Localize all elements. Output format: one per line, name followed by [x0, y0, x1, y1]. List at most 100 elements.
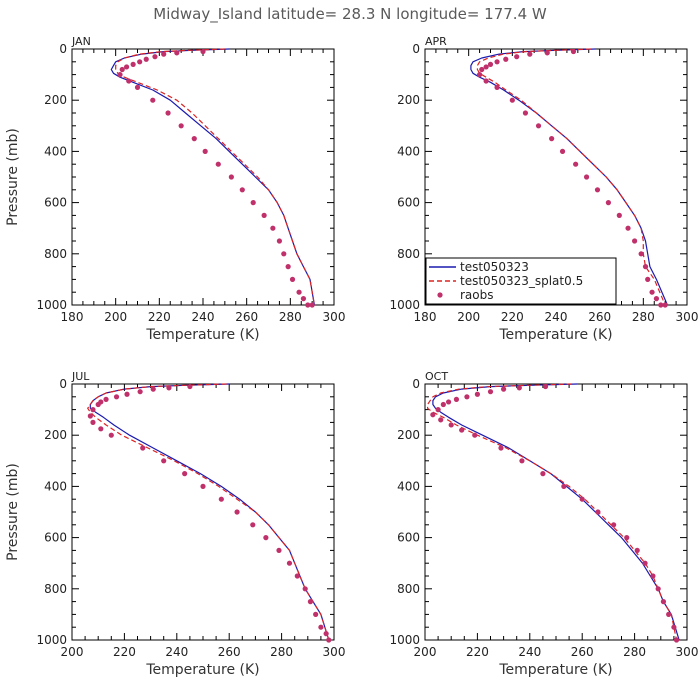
y-tick-label: 200	[397, 93, 420, 107]
raobs-point	[134, 84, 141, 90]
raobs-point	[123, 64, 130, 70]
x-tick-label: 260	[218, 645, 241, 659]
raobs-point	[218, 496, 224, 502]
raobs-point	[605, 200, 612, 206]
raobs-point	[150, 386, 156, 392]
y-tick-label: 0	[59, 377, 67, 391]
y-tick-label: 1000	[389, 298, 420, 312]
raobs-point	[561, 483, 567, 489]
raobs-point	[559, 148, 566, 154]
raobs-point	[632, 238, 638, 244]
panel-jul: 200 220 240 260 280 300 0 200 400 600 800 1000 Tempe…	[5, 370, 345, 678]
raobs-point	[270, 225, 276, 231]
raobs-point	[624, 535, 630, 541]
raobs-point	[519, 458, 525, 464]
y-tick-label: 400	[44, 479, 67, 493]
raobs-point	[300, 296, 307, 302]
raobs-point	[124, 391, 130, 397]
raobs-point	[440, 401, 446, 408]
series-line-splat	[87, 383, 330, 641]
raobs-point	[174, 50, 180, 56]
raobs-point	[501, 386, 507, 392]
x-tick-label: 220	[501, 310, 524, 324]
panel-oct: 200 220 240 260 280 300 0 200 400 600 800 1000 Tempe…	[389, 370, 698, 678]
raobs-point	[616, 212, 622, 218]
raobs-point	[662, 302, 668, 308]
raobs-point	[642, 560, 648, 566]
raobs-point	[87, 413, 93, 419]
raobs-point	[625, 225, 631, 231]
raobs-point	[313, 611, 319, 618]
raobs-point	[594, 187, 601, 193]
raobs-point	[286, 560, 293, 566]
series-line-splat	[476, 48, 666, 306]
panel-label: JAN	[71, 35, 91, 48]
raobs-point	[438, 417, 444, 423]
raobs-point	[658, 302, 664, 308]
raobs-point	[165, 110, 171, 116]
y-tick-label: 1000	[36, 633, 67, 647]
raobs-point	[113, 394, 120, 400]
raobs-point	[250, 522, 256, 528]
raobs-point	[90, 407, 96, 413]
raobs-point	[579, 496, 585, 502]
raobs-point	[182, 471, 188, 477]
y-tick-label: 400	[44, 144, 67, 158]
x-tick-label: 200	[61, 645, 84, 659]
raobs-point	[660, 599, 667, 605]
raobs-point	[638, 251, 644, 257]
x-tick-label: 260	[588, 310, 611, 324]
raobs-point	[516, 385, 522, 391]
raobs-point	[573, 161, 579, 167]
y-tick-label: 200	[44, 428, 67, 442]
raobs-point	[143, 56, 149, 62]
raobs-point	[108, 432, 114, 438]
raobs-point	[309, 302, 315, 308]
raobs-point	[666, 611, 672, 618]
raobs-point	[653, 296, 660, 302]
y-tick-label: 800	[397, 582, 420, 596]
series-line-test	[89, 383, 330, 641]
raobs-point	[140, 445, 146, 451]
x-axis-label: Temperature (K)	[498, 662, 612, 678]
y-tick-label: 200	[397, 428, 420, 442]
y-tick-label: 800	[44, 247, 67, 261]
raobs-point	[307, 599, 314, 605]
raobs-point	[187, 383, 193, 390]
x-tick-label: 300	[676, 310, 699, 324]
raobs-point	[544, 50, 550, 56]
raobs-point	[263, 535, 269, 541]
series-line-test	[432, 383, 680, 641]
legend-label: test050323_splat0.5	[460, 274, 583, 288]
x-tick-label: 240	[165, 645, 188, 659]
raobs-point	[642, 264, 649, 270]
y-tick-label: 0	[412, 377, 420, 391]
raobs-point	[126, 78, 132, 84]
legend-label: test050323	[460, 260, 529, 274]
raobs-point	[234, 509, 240, 515]
raobs-point	[302, 586, 308, 592]
raobs-point	[634, 547, 640, 554]
raobs-point	[117, 72, 123, 78]
legend-box	[425, 257, 617, 305]
raobs-point	[152, 54, 158, 60]
raobs-point	[98, 426, 104, 432]
x-tick-label: 220	[148, 310, 171, 324]
y-tick-label: 600	[44, 531, 67, 545]
y-tick-label: 400	[397, 144, 420, 158]
x-tick-label: 300	[323, 310, 346, 324]
raobs-point	[483, 64, 489, 70]
y-tick-label: 600	[397, 196, 420, 210]
y-tick-label: 200	[44, 93, 67, 107]
raobs-point	[435, 407, 441, 413]
raobs-point	[509, 97, 515, 103]
panel-label: APR	[425, 35, 447, 48]
raobs-point	[161, 51, 167, 57]
raobs-point	[655, 586, 661, 592]
y-tick-label: 1000	[36, 298, 67, 312]
raobs-point	[103, 396, 109, 402]
raobs-point	[673, 637, 680, 643]
raobs-point	[305, 302, 311, 308]
raobs-point	[645, 276, 651, 282]
